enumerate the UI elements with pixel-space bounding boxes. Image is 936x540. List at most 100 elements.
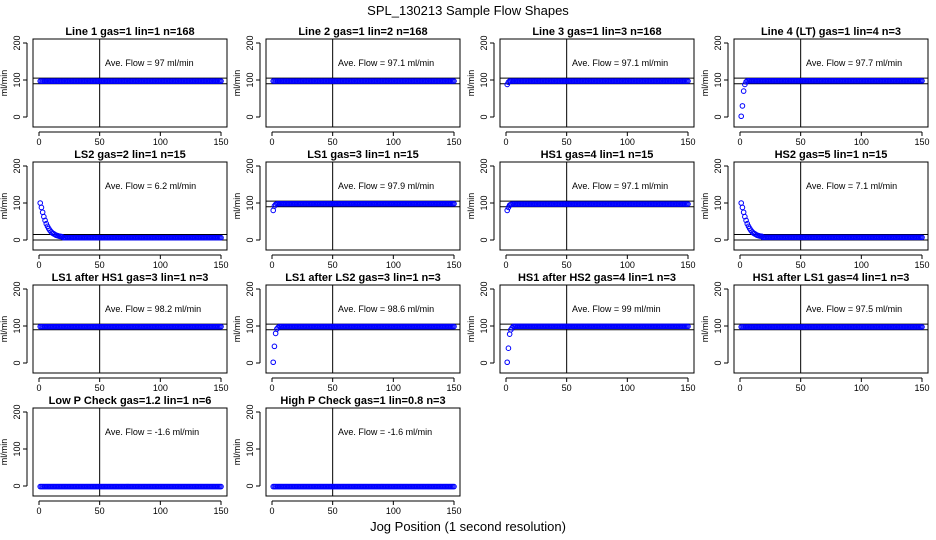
x-tick-label: 0	[269, 137, 274, 147]
x-tick-label: 50	[95, 260, 105, 270]
x-tick-label: 100	[386, 137, 401, 147]
plot-frame	[265, 407, 461, 497]
plot-frame	[32, 161, 228, 251]
y-axis-label: ml/min	[466, 316, 476, 343]
y-tick-label: 200	[713, 35, 723, 50]
x-tick-label: 0	[737, 383, 742, 393]
plot-frame	[32, 284, 228, 374]
y-axis-label: ml/min	[466, 193, 476, 220]
y-tick-label: 100	[12, 72, 22, 87]
plot-frame	[265, 38, 461, 128]
data-point	[270, 207, 277, 214]
y-tick-label: 0	[245, 237, 255, 242]
data-point	[451, 483, 457, 490]
data-point	[919, 234, 925, 241]
x-tick-label: 150	[914, 383, 929, 393]
x-tick-label: 0	[503, 260, 508, 270]
avg-flow-annotation: Ave. Flow = 99 ml/min	[572, 304, 661, 314]
y-tick-label: 200	[12, 281, 22, 296]
y-axis-label: ml/min	[0, 193, 9, 220]
data-point	[919, 78, 925, 84]
avg-flow-annotation: Ave. Flow = -1.6 ml/min	[338, 427, 432, 437]
avg-flow-annotation: Ave. Flow = 97.1 ml/min	[572, 58, 668, 68]
x-tick-label: 100	[153, 506, 168, 516]
data-point	[738, 200, 745, 206]
y-tick-label: 200	[245, 35, 255, 50]
x-tick-label: 0	[269, 383, 274, 393]
y-tick-label: 0	[245, 360, 255, 365]
x-tick-label: 50	[328, 137, 338, 147]
panel-7: HS1 gas=4 lin=1 n=15 0 100 200 ml/min 0 50 100 1…	[466, 149, 696, 270]
x-tick-label: 50	[562, 260, 572, 270]
x-tick-label: 150	[680, 260, 695, 270]
x-tick-label: 150	[914, 137, 929, 147]
data-point	[740, 209, 747, 216]
y-axis-label: ml/min	[700, 70, 710, 97]
plot-frame	[265, 161, 461, 251]
data-point	[685, 201, 691, 207]
data-point	[37, 200, 44, 206]
x-tick-label: 50	[95, 506, 105, 516]
data-point	[739, 204, 746, 211]
panel-1: Line 1 gas=1 lin=1 n=168 0 100 200 ml/min 0 50…	[0, 26, 229, 147]
x-tick-label: 150	[446, 260, 461, 270]
y-axis-label: ml/min	[232, 439, 242, 466]
y-tick-label: 0	[12, 483, 22, 488]
avg-flow-annotation: Ave. Flow = 97.1 ml/min	[338, 58, 434, 68]
x-tick-label: 100	[854, 260, 869, 270]
plot-frame	[499, 38, 695, 128]
avg-flow-annotation: Ave. Flow = 97.1 ml/min	[572, 181, 668, 191]
panel-6: LS1 gas=3 lin=1 n=15 0 100 200 ml/min 0 50 100 1…	[232, 149, 462, 270]
y-tick-label: 200	[713, 281, 723, 296]
panel-4: Line 4 (LT) gas=1 lin=4 n=3 0 100 200 ml/min…	[700, 26, 930, 147]
x-tick-label: 100	[854, 383, 869, 393]
panel-14: High P Check gas=1 lin=0.8 n=3 0 100 200 ml/…	[232, 395, 462, 516]
data-points	[37, 200, 224, 241]
y-tick-label: 100	[713, 195, 723, 210]
y-tick-label: 200	[245, 404, 255, 419]
panel-title: HS1 after LS1 gas=4 lin=1 n=3	[753, 272, 910, 284]
panel-11: HS1 after HS2 gas=4 lin=1 n=3 0 100 200 ml/m…	[466, 272, 696, 393]
x-tick-label: 50	[562, 383, 572, 393]
avg-flow-annotation: Ave. Flow = 97.9 ml/min	[338, 181, 434, 191]
panel-title: Low P Check gas=1.2 lin=1 n=6	[49, 395, 212, 407]
x-tick-label: 50	[328, 383, 338, 393]
panel-title: LS1 after LS2 gas=3 lin=1 n=3	[285, 272, 441, 284]
y-tick-label: 100	[245, 318, 255, 333]
avg-flow-annotation: Ave. Flow = 97.7 ml/min	[806, 58, 902, 68]
x-tick-label: 150	[914, 260, 929, 270]
y-tick-label: 200	[12, 35, 22, 50]
y-tick-label: 200	[713, 158, 723, 173]
data-points	[270, 78, 457, 84]
panel-3: Line 3 gas=1 lin=3 n=168 0 100 200 ml/min 0 50…	[466, 26, 696, 147]
y-tick-label: 0	[12, 114, 22, 119]
data-point	[218, 78, 224, 84]
data-points	[37, 323, 224, 330]
x-tick-label: 150	[446, 137, 461, 147]
x-tick-label: 100	[854, 137, 869, 147]
y-tick-label: 0	[713, 360, 723, 365]
x-tick-label: 50	[796, 137, 806, 147]
x-tick-label: 50	[328, 260, 338, 270]
data-points	[504, 78, 691, 88]
y-tick-label: 0	[12, 237, 22, 242]
y-axis-label: ml/min	[0, 316, 9, 343]
y-axis-label: ml/min	[232, 316, 242, 343]
plot-frame	[32, 38, 228, 128]
panel-title: LS1 after HS1 gas=3 lin=1 n=3	[52, 272, 209, 284]
y-tick-label: 100	[245, 72, 255, 87]
panel-8: HS2 gas=5 lin=1 n=15 0 100 200 ml/min 0 50 100 1…	[700, 149, 930, 270]
panels: Line 1 gas=1 lin=1 n=168 0 100 200 ml/min 0 50…	[0, 26, 930, 516]
x-tick-label: 0	[737, 137, 742, 147]
y-tick-label: 200	[12, 404, 22, 419]
avg-flow-annotation: Ave. Flow = 97.5 ml/min	[806, 304, 902, 314]
panel-10: LS1 after LS2 gas=3 lin=1 n=3 0 100 200 ml/m…	[232, 272, 462, 393]
x-tick-label: 100	[153, 137, 168, 147]
x-tick-label: 0	[36, 260, 41, 270]
data-point	[271, 343, 278, 350]
panel-title: LS1 gas=3 lin=1 n=15	[307, 149, 419, 161]
y-tick-label: 100	[713, 72, 723, 87]
y-tick-label: 0	[713, 237, 723, 242]
data-points	[270, 483, 457, 490]
y-axis-label: ml/min	[700, 316, 710, 343]
